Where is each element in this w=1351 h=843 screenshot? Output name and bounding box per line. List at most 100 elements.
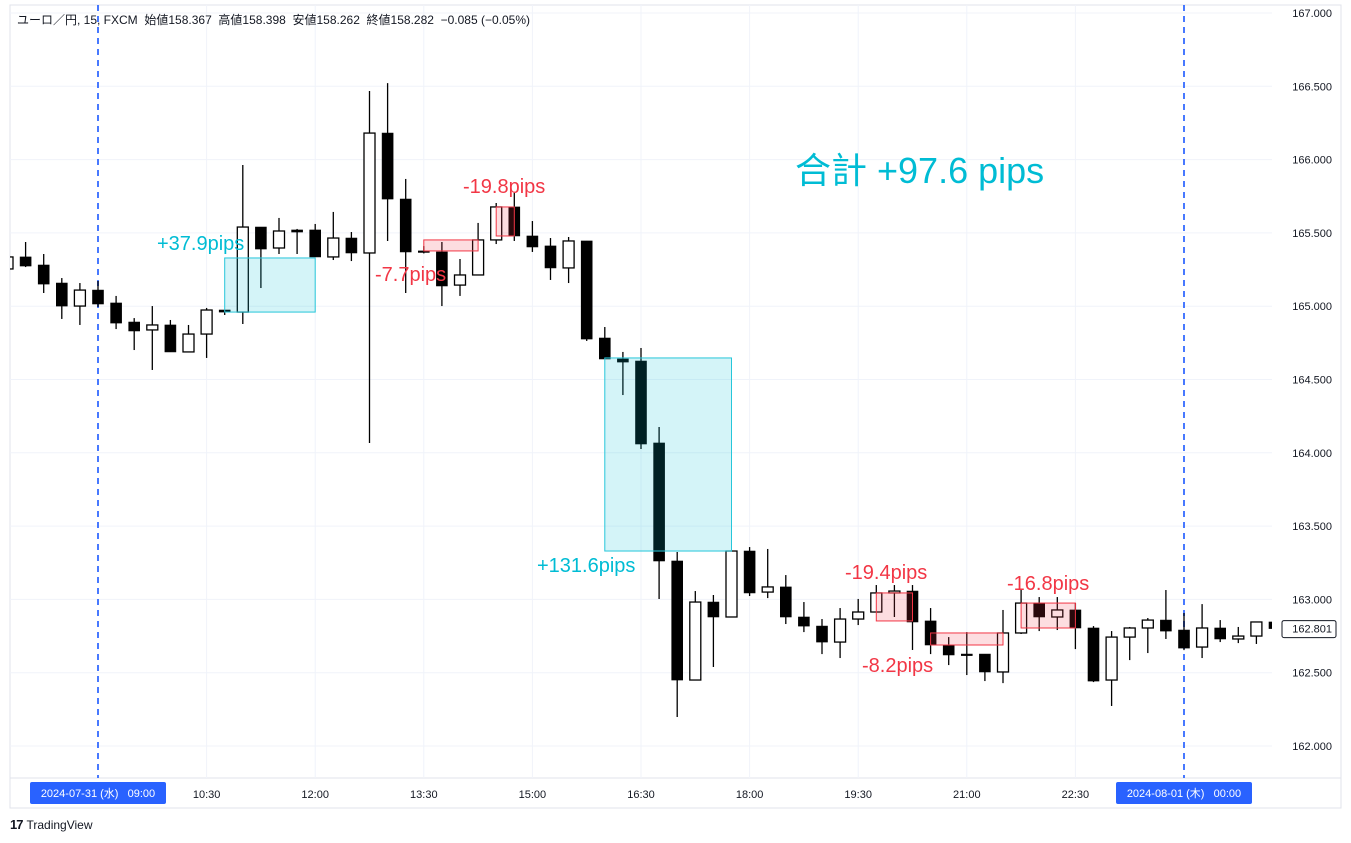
candle[interactable]	[671, 552, 684, 717]
candle[interactable]	[110, 295, 122, 330]
time-tick-label: 16:30	[627, 789, 655, 801]
loss-trade-box[interactable]	[423, 239, 479, 252]
candle[interactable]	[164, 319, 177, 353]
candle-body-down	[309, 229, 322, 258]
candle[interactable]	[1160, 590, 1172, 639]
candle[interactable]	[761, 548, 774, 599]
symbol-name: ユーロ／円, 15, FXCM	[17, 13, 138, 27]
plot-area	[2, 5, 1280, 778]
candle-body-down	[381, 132, 394, 200]
candle-body-down	[960, 653, 973, 656]
candle-body-up	[1250, 621, 1263, 637]
candle-body-down	[635, 360, 647, 445]
candle[interactable]	[617, 351, 629, 396]
candle[interactable]	[1141, 618, 1154, 654]
candle[interactable]	[924, 608, 937, 655]
candle-body-down	[92, 289, 104, 305]
loss-trade-box[interactable]	[495, 206, 515, 237]
candle[interactable]	[200, 307, 213, 358]
candle[interactable]	[1250, 621, 1263, 644]
price-tick-label: 163.000	[1292, 594, 1332, 606]
candle[interactable]	[182, 324, 195, 353]
candle[interactable]	[816, 619, 828, 655]
candle[interactable]	[92, 280, 104, 307]
candle[interactable]	[146, 306, 159, 370]
trade-pips-label: -8.2pips	[862, 655, 933, 677]
logo-text: TradingView	[26, 817, 93, 832]
profit-trade-box[interactable]	[604, 357, 732, 552]
candle[interactable]	[689, 591, 702, 681]
candle[interactable]	[562, 237, 575, 284]
candle-body-down	[743, 550, 756, 594]
candle-body-up	[363, 132, 376, 254]
tradingview-logo[interactable]: 17 TradingView	[10, 817, 93, 832]
loss-trade-box[interactable]	[1020, 602, 1076, 629]
candle[interactable]	[1051, 597, 1064, 631]
candle[interactable]	[381, 83, 394, 241]
loss-trade-box[interactable]	[875, 592, 913, 622]
price-tick-label: 167.000	[1292, 8, 1332, 20]
candle[interactable]	[363, 90, 376, 443]
candle[interactable]	[996, 609, 1010, 684]
time-tick-label: 21:00	[953, 789, 981, 801]
candle[interactable]	[707, 595, 720, 667]
candle[interactable]	[327, 211, 340, 261]
candle[interactable]	[1105, 631, 1118, 706]
candle-body-up	[852, 611, 865, 620]
candle[interactable]	[743, 547, 756, 597]
candle[interactable]	[526, 221, 539, 252]
candle[interactable]	[73, 283, 87, 325]
candle[interactable]	[725, 550, 738, 618]
candle[interactable]	[1087, 626, 1100, 683]
candle-body-down	[1178, 629, 1190, 649]
candle[interactable]	[1195, 604, 1209, 659]
candle[interactable]	[19, 241, 32, 268]
candle-body-up	[689, 601, 702, 681]
candle[interactable]	[453, 258, 467, 296]
candle[interactable]	[345, 232, 358, 262]
candle[interactable]	[399, 178, 412, 294]
candle[interactable]	[55, 278, 68, 319]
candle[interactable]	[779, 575, 792, 625]
time-tick-label: 12:00	[301, 789, 329, 801]
candle[interactable]	[436, 241, 448, 307]
candle[interactable]	[635, 347, 647, 449]
candle-body-up	[182, 333, 195, 353]
candle-body-down	[164, 324, 177, 353]
candle-body-down	[110, 302, 122, 324]
price-tick-label: 166.000	[1292, 155, 1332, 167]
candle[interactable]	[833, 608, 847, 659]
candle[interactable]	[1214, 620, 1226, 643]
candle[interactable]	[960, 632, 973, 676]
candle-body-down	[1214, 627, 1226, 640]
candle[interactable]	[1178, 613, 1190, 651]
candle[interactable]	[580, 240, 593, 341]
profit-trade-box[interactable]	[224, 257, 316, 313]
candle-body-up	[10, 256, 14, 270]
candle-body-down	[779, 586, 792, 618]
candle-body-up	[146, 324, 159, 331]
candle[interactable]	[598, 327, 611, 360]
candle[interactable]	[979, 653, 991, 682]
candle[interactable]	[852, 598, 865, 626]
candle[interactable]	[1268, 620, 1280, 634]
session-date-label: 2024-07-31 (水) 09:00	[41, 787, 155, 800]
candle[interactable]	[309, 223, 322, 258]
time-tick-label: 15:00	[519, 789, 547, 801]
candle-body-down	[55, 282, 68, 307]
candle[interactable]	[653, 426, 665, 599]
candle-body-down	[707, 601, 720, 618]
candle[interactable]	[272, 217, 286, 255]
candle[interactable]	[1123, 626, 1136, 661]
candle[interactable]	[544, 238, 557, 280]
candle[interactable]	[291, 228, 303, 255]
candle[interactable]	[798, 602, 810, 633]
candle[interactable]	[37, 254, 50, 294]
trade-pips-label: +37.9pips	[157, 233, 244, 255]
loss-trade-box[interactable]	[930, 632, 1004, 646]
candle[interactable]	[128, 318, 140, 351]
candle-body-down	[345, 237, 358, 254]
candle[interactable]	[1232, 626, 1245, 644]
candle[interactable]	[2, 256, 14, 270]
